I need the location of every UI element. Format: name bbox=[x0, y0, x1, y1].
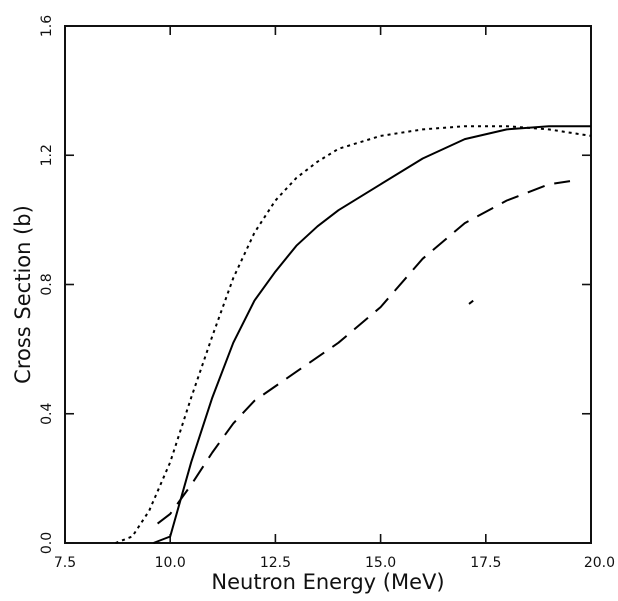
plot-frame bbox=[64, 25, 592, 544]
series-line-3-dashed bbox=[156, 180, 571, 525]
y-tick-label: 0.4 bbox=[39, 403, 55, 425]
y-tick-label: 0.8 bbox=[39, 273, 55, 295]
series-layer bbox=[115, 125, 592, 544]
x-tick-label: 12.5 bbox=[260, 555, 291, 571]
y-axis-ticks: 0.0 0.4 0.8 1.2 1.6 bbox=[39, 15, 591, 554]
x-tick-label: 20.0 bbox=[584, 555, 615, 571]
y-tick-label: 1.2 bbox=[39, 144, 55, 166]
x-axis-ticks: 7.5 10.0 12.5 15.0 17.5 20.0 bbox=[54, 26, 615, 571]
y-axis-title: Cross Section (b) bbox=[11, 205, 35, 384]
x-tick-label: 7.5 bbox=[54, 555, 76, 571]
x-tick-label: 10.0 bbox=[155, 555, 186, 571]
series-line-4-solid bbox=[468, 299, 474, 305]
series-line-1-solid bbox=[153, 125, 591, 544]
x-tick-label: 15.0 bbox=[365, 555, 396, 571]
y-tick-label: 0.0 bbox=[39, 532, 55, 554]
plot-area bbox=[64, 25, 592, 544]
x-axis-title: Neutron Energy (MeV) bbox=[211, 570, 444, 594]
x-tick-label: 17.5 bbox=[470, 555, 501, 571]
y-tick-label: 1.6 bbox=[39, 15, 55, 37]
series-line-2-dotted bbox=[115, 125, 592, 544]
